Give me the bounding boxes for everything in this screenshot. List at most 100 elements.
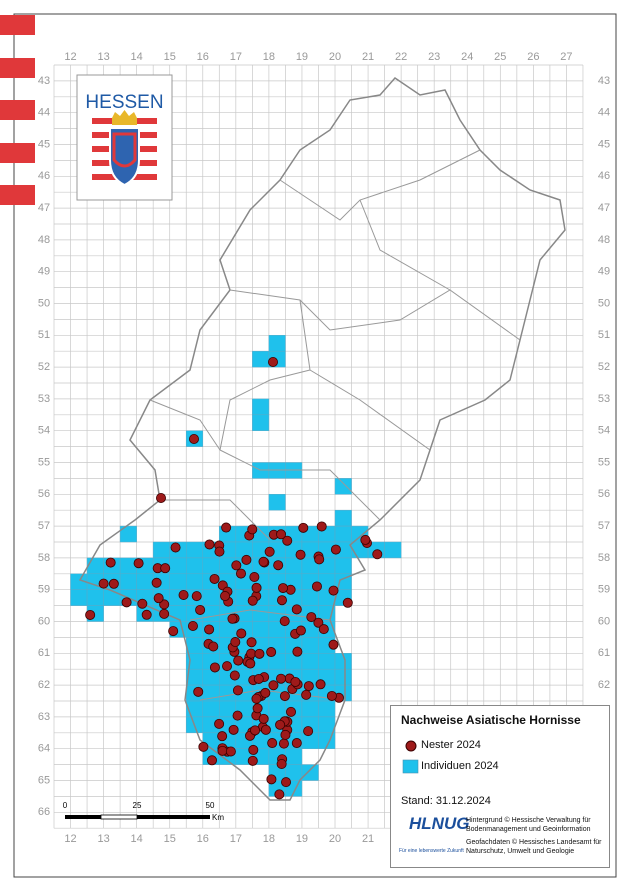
row-label: 52 xyxy=(598,361,610,373)
column-label: 15 xyxy=(164,833,176,845)
column-label: 20 xyxy=(329,833,341,845)
individuals-cell xyxy=(119,573,137,590)
nest-dot xyxy=(250,725,261,736)
legend-symbols xyxy=(402,740,419,774)
column-label: 16 xyxy=(197,833,209,845)
nest-dot xyxy=(98,578,109,589)
row-label: 56 xyxy=(598,488,610,500)
nest-dot xyxy=(328,585,339,596)
nest-dot xyxy=(273,560,284,571)
column-label: 13 xyxy=(97,833,109,845)
nest-dot xyxy=(221,522,232,533)
nest-dot xyxy=(208,641,219,652)
nest-dot xyxy=(204,539,215,550)
row-label: 46 xyxy=(38,170,50,182)
row-label: 50 xyxy=(598,297,610,309)
nest-dot xyxy=(214,546,225,557)
coat-of-arms xyxy=(109,127,140,187)
nest-dot xyxy=(170,542,181,553)
nest-dot xyxy=(229,670,240,681)
hessen-outline xyxy=(78,77,566,801)
row-label: 47 xyxy=(598,202,610,214)
nest-dot xyxy=(187,621,198,632)
stripe xyxy=(0,100,35,120)
row-label: 54 xyxy=(38,425,50,437)
individuals-cell xyxy=(318,716,336,734)
nest-dot xyxy=(254,648,265,659)
scale-unit: Km xyxy=(212,813,224,822)
nest-dot xyxy=(258,556,269,567)
column-label: 26 xyxy=(527,51,539,63)
individuals-cell xyxy=(334,509,352,527)
individuals-cell xyxy=(318,653,336,670)
scale-seg xyxy=(137,815,210,819)
nest-dot xyxy=(372,549,383,560)
nest-dot xyxy=(328,639,339,650)
individuals-cell xyxy=(252,350,270,368)
legend-dot xyxy=(405,740,417,752)
scale-label: 25 xyxy=(133,801,142,810)
legend-title: Nachweise Asiatische Hornisse xyxy=(401,713,581,727)
nest-dot xyxy=(276,595,287,606)
column-label: 17 xyxy=(230,51,242,63)
nest-dot xyxy=(235,568,246,579)
row-label: 63 xyxy=(38,711,50,723)
individuals-cell xyxy=(318,700,336,718)
column-label: 15 xyxy=(164,51,176,63)
column-label: 21 xyxy=(362,51,374,63)
credit: Hintergrund © Hessische Verwaltung für B… xyxy=(466,817,591,833)
nest-dot xyxy=(206,755,217,766)
individuals-cell xyxy=(70,589,88,606)
nest-dot xyxy=(155,492,166,503)
nest-dot xyxy=(217,731,228,742)
row-label: 43 xyxy=(38,75,50,87)
row-label: 56 xyxy=(38,488,50,500)
individuals-cell xyxy=(86,557,104,575)
nest-dot xyxy=(280,729,291,740)
individuals-cell xyxy=(285,557,303,575)
nest-dot xyxy=(193,686,204,697)
column-label: 12 xyxy=(64,833,76,845)
row-label: 62 xyxy=(598,679,610,691)
row-label: 53 xyxy=(598,393,610,405)
nest-dot xyxy=(246,637,257,648)
nest-dot xyxy=(295,549,306,560)
row-label: 48 xyxy=(598,234,610,246)
row-label: 52 xyxy=(38,361,50,373)
nest-dot xyxy=(168,626,179,637)
nest-dot xyxy=(121,597,132,608)
nest-dot xyxy=(236,628,247,639)
individuals-cell xyxy=(285,748,303,765)
nest-dot xyxy=(278,583,289,594)
nest-dot xyxy=(245,658,256,669)
individuals-cell xyxy=(334,478,352,495)
nest-dot xyxy=(295,625,306,636)
individuals-cell xyxy=(219,684,237,702)
column-label: 18 xyxy=(263,51,275,63)
nest-dot xyxy=(306,612,317,623)
row-label: 60 xyxy=(38,615,50,627)
date: Stand: 31.12.2024 xyxy=(401,795,491,807)
column-label: 24 xyxy=(461,51,473,63)
nest-dot xyxy=(160,563,171,574)
row-label: 64 xyxy=(38,743,50,755)
nest-dot xyxy=(151,577,162,588)
nest-dot xyxy=(251,693,262,704)
individuals-cell xyxy=(202,700,220,718)
column-label: 27 xyxy=(560,51,572,63)
nest-dot xyxy=(301,689,312,700)
logo-text: HESSEN xyxy=(85,92,163,113)
nest-dot xyxy=(276,758,287,769)
nest-dot xyxy=(249,572,260,583)
nest-dot xyxy=(274,789,285,800)
nest-dot xyxy=(241,554,252,565)
nest-dot xyxy=(303,681,314,692)
column-label: 22 xyxy=(395,51,407,63)
row-label: 54 xyxy=(598,425,610,437)
individuals-cell xyxy=(202,589,220,606)
nest-dot xyxy=(291,738,302,749)
nest-dot xyxy=(251,582,262,593)
nest-dot xyxy=(252,703,263,714)
nest-dot xyxy=(281,777,292,788)
